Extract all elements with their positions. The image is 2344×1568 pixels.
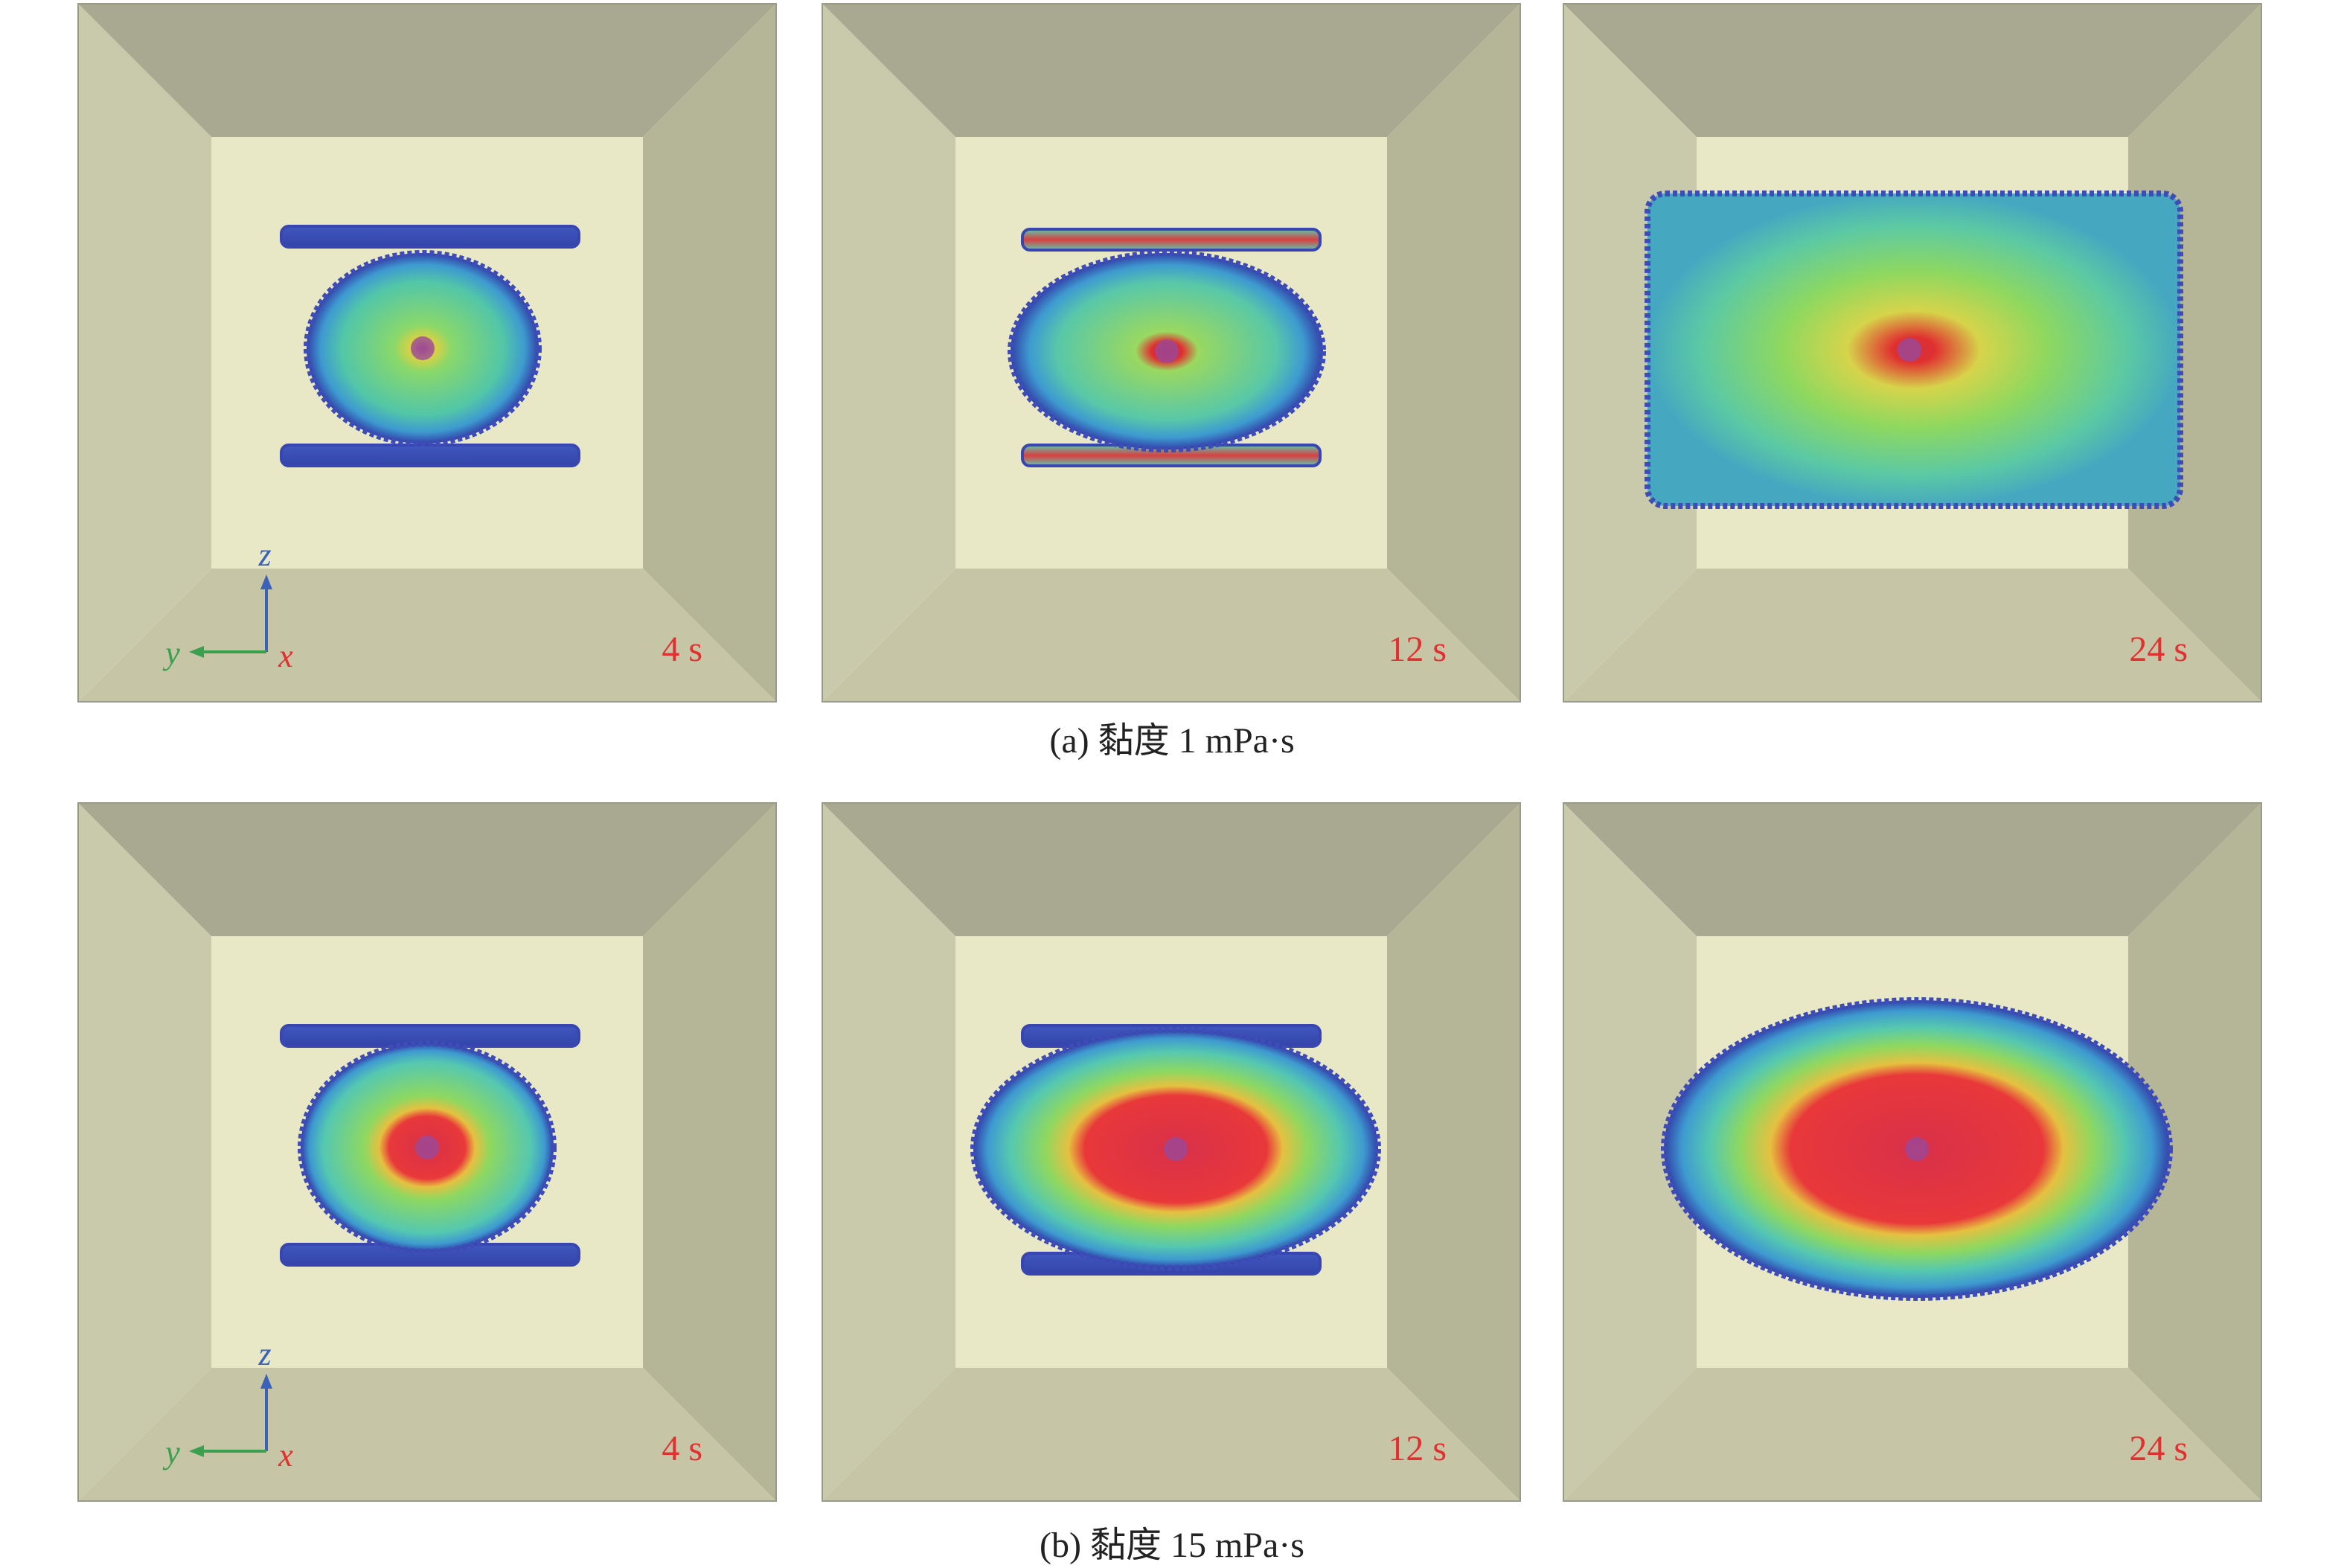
wall-left — [77, 802, 211, 1502]
wall-bottom — [1563, 1368, 2262, 1502]
fracture-plate — [280, 444, 580, 467]
injection-point — [1905, 1137, 1929, 1161]
wall-bottom — [1563, 569, 2262, 703]
arrow — [189, 1445, 204, 1457]
axis-label: y — [162, 1434, 180, 1471]
snapshot: 4 s z y x — [77, 802, 777, 1502]
wall-top — [822, 802, 1521, 936]
wall-top — [822, 3, 1521, 137]
border — [822, 802, 1521, 1502]
wall-bottom — [822, 1368, 1521, 1502]
snapshot-panel: 4 s z y x — [77, 3, 777, 703]
wall-right — [643, 3, 777, 703]
wall-right — [643, 802, 777, 1502]
injection-point — [1898, 338, 1921, 362]
arrow — [260, 575, 272, 589]
time-label: 12 s — [1388, 1429, 1447, 1468]
wall-top — [77, 3, 777, 137]
caption: (a) 黏度 1 mPa·s — [1049, 721, 1295, 761]
border — [77, 802, 777, 1502]
wall-top — [1563, 3, 2262, 137]
wall-left — [822, 3, 955, 703]
snapshot: 24 s — [1563, 3, 2262, 703]
time-label: 24 s — [2129, 1429, 2188, 1468]
snapshot-panel: 4 s z y x — [77, 802, 777, 1502]
wall-right — [1387, 3, 1521, 703]
axis-label: z — [257, 537, 271, 573]
injection-point — [415, 1136, 439, 1159]
snapshot-panel: 24 s — [1563, 3, 2262, 703]
injection-point — [411, 336, 435, 360]
injection-point — [1155, 339, 1179, 363]
axis-label: x — [278, 638, 293, 674]
border — [77, 3, 777, 703]
snapshot: 4 s z y x — [77, 3, 777, 703]
border — [1563, 3, 2262, 703]
border — [1563, 802, 2262, 1502]
axis-label: z — [257, 1336, 271, 1372]
wall-bottom — [822, 569, 1521, 703]
wall-top — [77, 802, 777, 936]
time-label: 12 s — [1388, 630, 1447, 669]
arrow — [260, 1374, 272, 1389]
wall-top — [1563, 802, 2262, 936]
snapshot: 12 s — [822, 3, 1521, 703]
caption: (b) 黏度 15 mPa·s — [1040, 1526, 1304, 1565]
wall-right — [1387, 802, 1521, 1502]
wall-right — [2128, 3, 2262, 703]
fracture-plate — [280, 225, 580, 249]
arrow — [189, 646, 204, 658]
wall-left — [1563, 3, 1697, 703]
snapshot-panel: 12 s — [822, 3, 1521, 703]
wall-left — [77, 3, 211, 703]
time-label: 24 s — [2129, 630, 2188, 669]
time-label: 4 s — [662, 630, 702, 669]
wall-bottom — [77, 569, 777, 703]
wall-right — [2128, 802, 2262, 1502]
wall-left — [822, 802, 955, 1502]
wall-left — [1563, 802, 1697, 1502]
snapshot-panel: 12 s — [822, 802, 1521, 1502]
snapshot: 12 s — [822, 802, 1521, 1502]
axis-label: x — [278, 1437, 293, 1473]
time-label: 4 s — [662, 1429, 702, 1468]
border — [822, 3, 1521, 703]
wall-bottom — [77, 1368, 777, 1502]
injection-point — [1164, 1137, 1188, 1161]
snapshot: 24 s — [1563, 802, 2262, 1502]
fracture-plate — [1021, 228, 1322, 252]
snapshot-panel: 24 s — [1563, 802, 2262, 1502]
axis-label: y — [162, 635, 180, 671]
